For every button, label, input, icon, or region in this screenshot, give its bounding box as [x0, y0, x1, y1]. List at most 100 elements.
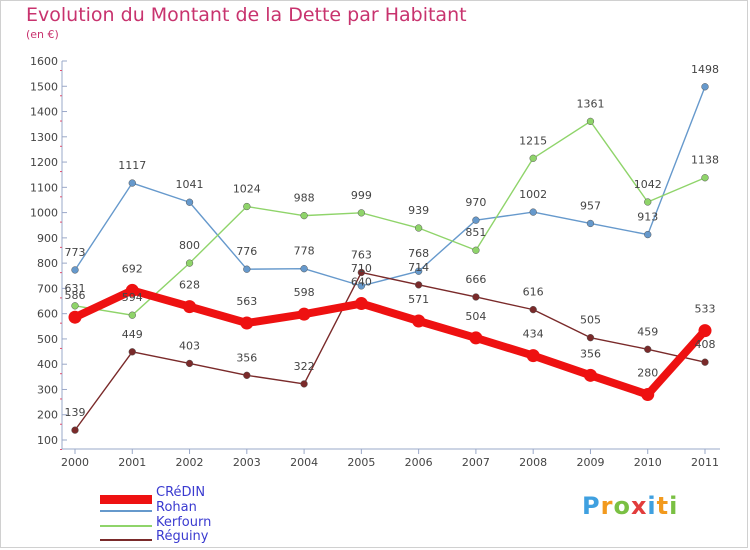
data-label: 586	[65, 289, 86, 302]
data-point	[128, 179, 136, 187]
legend-label: CRéDIN	[156, 485, 206, 500]
data-label: 939	[408, 204, 429, 217]
data-label: 356	[580, 347, 601, 360]
data-label: 631	[65, 282, 86, 295]
legend-swatch	[100, 539, 152, 541]
chart-unit-label: (en €)	[26, 28, 59, 41]
data-point	[641, 388, 655, 402]
data-point	[469, 331, 483, 345]
data-point	[297, 307, 311, 321]
series-line	[71, 286, 709, 399]
data-label: 692	[122, 262, 143, 275]
y-tick-label: 300	[37, 383, 58, 396]
data-point	[125, 283, 139, 297]
data-point	[71, 302, 79, 310]
data-label: 999	[351, 189, 372, 202]
y-tick-label: 100	[37, 434, 58, 447]
data-point	[185, 259, 194, 267]
chart-title: Evolution du Montant de la Dette par Hab…	[26, 4, 467, 26]
data-label: 1024	[233, 183, 261, 196]
y-tick-label: 1200	[30, 156, 58, 169]
data-point	[357, 282, 366, 290]
y-tick-label: 400	[37, 358, 58, 371]
data-point	[68, 310, 82, 324]
legend-swatch	[100, 495, 152, 504]
series-line	[74, 120, 706, 316]
data-point	[414, 281, 423, 289]
logo-letter: i	[647, 492, 657, 520]
data-label: 434	[523, 328, 544, 341]
data-point	[583, 368, 597, 382]
data-label: 800	[179, 239, 200, 252]
data-label: 571	[408, 293, 429, 306]
data-point	[243, 371, 251, 379]
x-tick-label: 2008	[519, 456, 547, 469]
x-tick-label: 2009	[576, 456, 604, 469]
series-line	[74, 271, 706, 431]
data-point	[701, 83, 709, 91]
data-label: 776	[236, 245, 257, 258]
data-label: 1215	[519, 134, 547, 147]
data-label: 1138	[691, 154, 719, 167]
logo-letter: P	[582, 492, 601, 520]
x-tick-label: 2011	[691, 456, 719, 469]
proxiti-logo: Proxiti	[582, 492, 678, 520]
logo-letter: x	[630, 492, 648, 520]
data-label: 628	[179, 279, 200, 292]
x-tick-label: 2005	[347, 456, 375, 469]
x-tick-label: 2002	[176, 456, 204, 469]
x-tick-label: 2007	[462, 456, 490, 469]
data-point	[644, 198, 652, 206]
y-tick-label: 200	[37, 409, 58, 422]
data-point	[357, 268, 366, 277]
data-point	[354, 297, 368, 311]
x-tick-label: 2000	[61, 456, 89, 469]
legend-label: Kerfourn	[156, 515, 212, 530]
data-label: 594	[122, 291, 143, 304]
y-tick-label: 700	[37, 282, 58, 295]
data-point	[185, 198, 194, 206]
logo-letter: t	[656, 492, 670, 520]
data-label: 666	[465, 273, 486, 286]
x-tick-label: 2003	[233, 456, 261, 469]
data-label: 1002	[519, 188, 547, 201]
data-point	[472, 216, 480, 224]
logo-letter: r	[600, 492, 614, 520]
data-label: 449	[122, 328, 143, 341]
data-label: 1117	[118, 159, 146, 172]
data-label: 356	[236, 351, 257, 364]
data-point	[529, 208, 537, 216]
data-point	[300, 380, 308, 388]
data-point	[357, 209, 366, 217]
y-tick-label: 1600	[30, 55, 58, 68]
data-point	[586, 334, 595, 342]
data-point	[586, 117, 595, 126]
data-label: 322	[294, 360, 315, 373]
data-point	[183, 300, 197, 314]
data-label: 710	[351, 262, 372, 275]
data-point	[240, 316, 254, 330]
data-point	[644, 230, 652, 239]
data-point	[529, 154, 537, 162]
data-point	[529, 305, 537, 314]
data-label: 505	[580, 314, 601, 327]
data-label: 408	[695, 338, 716, 351]
data-point	[300, 211, 308, 220]
data-label: 913	[637, 211, 658, 224]
data-label: 778	[294, 245, 315, 258]
data-point	[71, 426, 79, 434]
y-tick-label: 1000	[30, 207, 58, 220]
legend-label: Rohan	[156, 500, 197, 515]
data-point	[185, 359, 194, 368]
data-point	[128, 348, 136, 356]
y-tick-label: 1100	[30, 181, 58, 194]
data-label: 851	[465, 226, 486, 239]
data-label: 957	[580, 199, 601, 212]
data-label: 563	[236, 295, 257, 308]
x-tick-label: 2010	[634, 456, 662, 469]
data-label: 988	[294, 192, 315, 205]
data-label: 970	[465, 196, 486, 209]
data-point	[71, 266, 79, 274]
data-point	[472, 246, 480, 254]
